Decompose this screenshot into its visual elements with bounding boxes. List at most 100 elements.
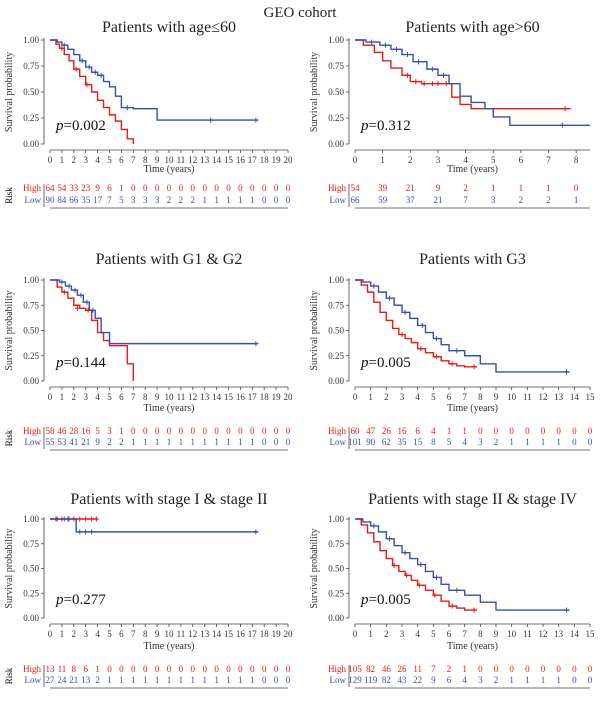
x-axis-label: Time (years) [447, 641, 498, 652]
x-tick-label: 9 [155, 629, 160, 639]
km-panel-4: Patients with G30.000.250.500.751.000 1 2 3… [4, 251, 595, 451]
y-tick-label: 0.25 [328, 113, 344, 123]
x-tick-label: 10 [507, 392, 517, 402]
risk-count: 26 [398, 664, 408, 674]
x-tick-label: 14 [212, 155, 222, 165]
risk-count: 1 [143, 675, 148, 685]
x-tick-label: 14 [212, 629, 222, 639]
risk-count: 101 [348, 437, 362, 447]
risk-count: 90 [46, 195, 56, 205]
x-tick-label: 0 [48, 155, 53, 165]
x-tick-label: 6 [119, 155, 124, 165]
risk-count: 0 [274, 195, 279, 205]
risk-count: 1 [155, 437, 160, 447]
km-panel-1: Patients with age≤60 0.00 0.25 0.50 0.75 1.00… [4, 19, 293, 209]
p-value-number: =0.312 [369, 118, 411, 134]
x-tick-label: 18 [260, 629, 270, 639]
risk-count: 0 [286, 195, 291, 205]
y-axis-label: Survival probability [309, 290, 320, 370]
y-tick-label: 0.25 [23, 588, 39, 598]
risk-count: 1 [525, 675, 530, 685]
x-tick-label: 0 [48, 629, 53, 639]
risk-count: 0 [179, 426, 184, 436]
km-panel-3: Patients with G1 & G2 0.00 0.25 0.50 0.75 1.0… [4, 251, 293, 451]
censor-mark [79, 58, 85, 64]
risk-count: 0 [167, 183, 172, 193]
km-curve-low [355, 518, 570, 611]
risk-count: 1 [447, 426, 452, 436]
x-tick-label: 12 [188, 629, 197, 639]
risk-count: 0 [274, 426, 279, 436]
risk-count: 7 [463, 195, 468, 205]
x-tick-label: 4 [95, 155, 100, 165]
risk-count: 1 [525, 437, 530, 447]
risk-count: 0 [202, 183, 207, 193]
p-value-number: =0.005 [369, 355, 411, 371]
censor-mark [253, 341, 259, 347]
risk-count: 1 [462, 664, 467, 674]
censor-mark [61, 42, 67, 48]
risk-count: 1 [107, 675, 112, 685]
x-tick-label: 3 [83, 155, 88, 165]
risk-count: 1 [226, 195, 231, 205]
risk-count: 1 [546, 183, 551, 193]
risk-count: 5 [95, 426, 100, 436]
risk-count: 1 [119, 675, 124, 685]
censor-mark [84, 82, 90, 88]
km-curve-low [50, 39, 259, 121]
x-tick-label: 1 [60, 155, 65, 165]
x-axis-label: Time (years) [447, 403, 498, 414]
x-tick-label: 13 [200, 392, 210, 402]
x-tick-label: 17 [248, 629, 258, 639]
risk-count: 0 [541, 664, 546, 674]
x-tick-label: 15 [586, 629, 596, 639]
censor-mark [386, 536, 392, 542]
x-tick-label: 14 [570, 629, 580, 639]
censor-mark [418, 346, 424, 352]
censor-mark [61, 289, 67, 295]
risk-count: 17 [93, 195, 103, 205]
risk-count: 1 [238, 437, 243, 447]
risk-count: 1 [179, 675, 184, 685]
p-value-number: =0.005 [369, 592, 411, 608]
x-tick-label: 10 [507, 629, 517, 639]
censor-mark [402, 309, 408, 315]
risk-count: 0 [202, 664, 207, 674]
x-tick-label: 12 [539, 629, 548, 639]
y-tick-label: 0.25 [328, 588, 344, 598]
risk-row-label-high: High [328, 183, 347, 193]
risk-count: 1 [214, 437, 219, 447]
risk-count: 0 [131, 183, 136, 193]
risk-count: 119 [364, 675, 378, 685]
risk-count: 39 [378, 183, 388, 193]
p-value: p=0.312 [360, 118, 411, 134]
x-tick-label: 0 [353, 392, 358, 402]
censor-mark [253, 529, 259, 535]
censor-mark [78, 292, 84, 298]
y-tick-label: 0.00 [23, 139, 39, 149]
censor-mark [59, 45, 65, 51]
risk-count: 0 [572, 675, 577, 685]
y-tick-label: 0.50 [328, 326, 344, 336]
risk-count: 24 [57, 675, 67, 685]
y-tick-label: 0.75 [328, 61, 344, 71]
censor-mark [369, 39, 375, 45]
risk-count: 33 [69, 183, 79, 193]
risk-count: 2 [167, 195, 172, 205]
risk-count: 47 [366, 426, 376, 436]
risk-count: 27 [46, 675, 56, 685]
y-tick-label: 0.00 [328, 376, 344, 386]
risk-count: 1 [167, 437, 172, 447]
y-axis-label: Survival probability [4, 52, 15, 132]
x-tick-label: 3 [83, 629, 88, 639]
risk-count: 0 [478, 664, 483, 674]
risk-count: 35 [398, 437, 408, 447]
x-tick-label: 8 [143, 629, 148, 639]
x-tick-label: 15 [224, 155, 234, 165]
risk-count: 0 [131, 664, 136, 674]
risk-count: 66 [351, 195, 361, 205]
p-value-symbol: p [55, 592, 64, 608]
risk-count: 0 [541, 426, 546, 436]
censor-mark [432, 592, 438, 598]
